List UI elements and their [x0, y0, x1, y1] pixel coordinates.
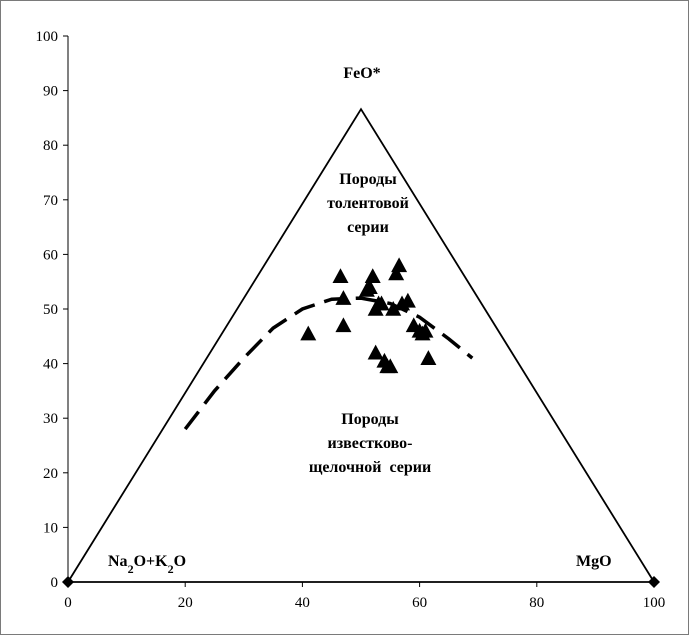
region-label-calc-alkaline: известково-	[327, 435, 412, 452]
y-tick-label: 20	[43, 466, 58, 482]
x-tick-label: 40	[295, 595, 310, 611]
y-tick-label: 60	[43, 247, 58, 263]
subscript-digit: 2	[168, 562, 174, 576]
apex-label-part: O+K	[134, 553, 169, 570]
x-tick-label: 0	[64, 595, 72, 611]
boundary-curve-layer	[183, 296, 474, 431]
ternary-triangle	[66, 107, 656, 583]
data-point	[388, 265, 405, 281]
apex-label-feo: FeO*	[343, 65, 380, 82]
data-point	[332, 268, 349, 284]
triangle-outline	[66, 107, 656, 583]
data-point	[420, 350, 437, 365]
y-tick-label: 90	[43, 84, 58, 100]
apex-label-alkali: Na2O+K2O	[108, 553, 186, 576]
data-point	[361, 279, 378, 294]
x-tick-label: 80	[529, 595, 544, 611]
y-tick-label: 10	[43, 520, 58, 536]
apex-label-mgo: MgO	[576, 553, 612, 570]
labels-layer: FeO*Na2O+K2O MgOПородытолентовойсерииПоро…	[108, 65, 612, 576]
region-label-tholeiitic: серии	[347, 219, 389, 236]
data-point	[364, 268, 381, 284]
axes: 0 10 20 30 40 50 60 70 80 90 100 0 20 40 60 80 100	[36, 29, 666, 611]
data-point	[382, 358, 399, 374]
region-label-calc-alkaline: Породы	[341, 411, 399, 428]
y-tick-label: 70	[43, 193, 58, 209]
y-tick-label: 40	[43, 357, 58, 373]
data-point	[391, 257, 408, 273]
boundary-curve	[183, 296, 474, 431]
region-label-tholeiitic: Породы	[339, 171, 397, 188]
y-tick-label: 0	[51, 575, 59, 591]
data-point	[335, 317, 352, 333]
data-point	[385, 301, 402, 316]
x-tick-label: 100	[643, 595, 666, 611]
apex-label-part: Na	[108, 553, 128, 570]
data-point	[417, 322, 434, 338]
y-tick-label: 30	[43, 411, 58, 427]
data-point	[300, 325, 317, 341]
subscript-digit: 2	[128, 562, 134, 576]
region-label-calc-alkaline: щелочной серии	[309, 459, 431, 476]
data-point	[367, 344, 384, 360]
x-tick-label: 60	[412, 595, 427, 611]
data-point	[373, 295, 390, 311]
y-tick-label: 100	[36, 29, 59, 45]
apex-label-part: O	[174, 553, 186, 570]
x-tick-label: 20	[178, 595, 193, 611]
data-points	[300, 257, 437, 374]
region-label-tholeiitic: толентовой	[327, 195, 409, 212]
data-point	[399, 292, 416, 308]
y-tick-label: 80	[43, 138, 58, 154]
data-point	[335, 290, 352, 305]
y-tick-label: 50	[43, 302, 58, 318]
